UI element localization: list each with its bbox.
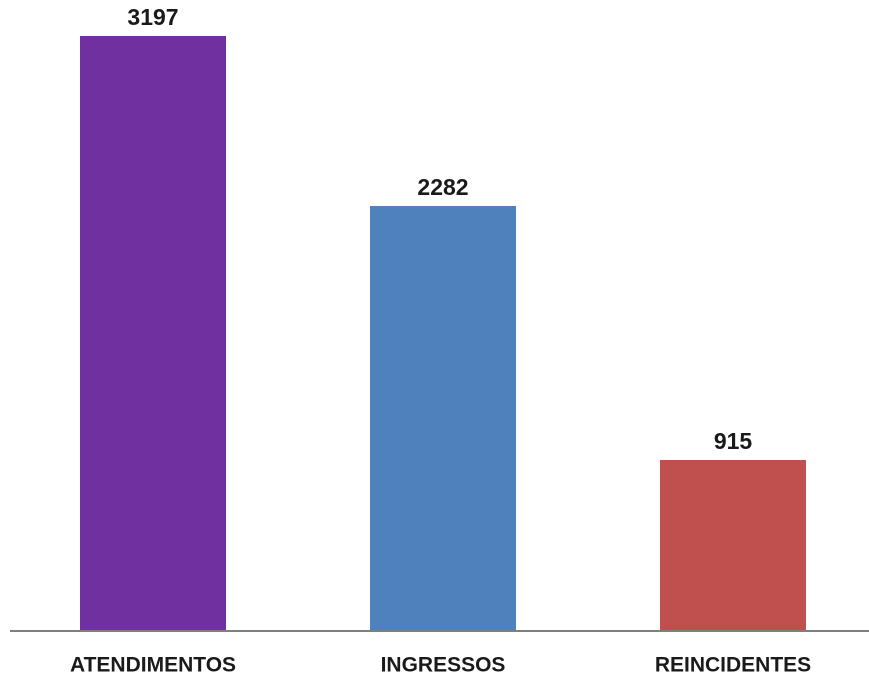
value-label: 2282 [417,174,468,200]
bar [80,36,226,630]
x-tick-label: REINCIDENTES [655,654,811,677]
value-label: 3197 [127,4,178,30]
value-label: 915 [714,428,753,454]
bar [660,459,806,630]
x-tick-label: ATENDIMENTOS [70,654,236,677]
x-tick-label: INGRESSOS [381,654,506,677]
bar [370,206,516,630]
